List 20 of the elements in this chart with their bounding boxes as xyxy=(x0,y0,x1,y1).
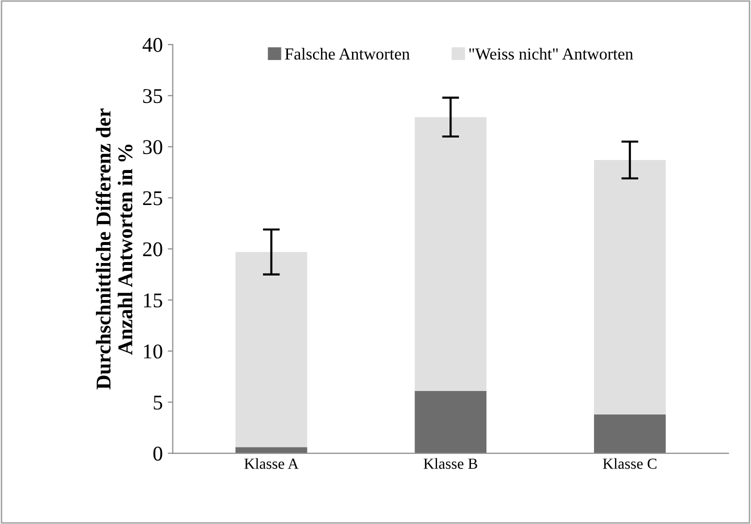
x-tick-label: Klasse A xyxy=(244,458,299,469)
y-tick-label: 30 xyxy=(143,140,162,154)
bar xyxy=(414,390,486,454)
y-tick-label: 15 xyxy=(144,293,162,308)
y-axis-title: Durchschnittliche Differenz der Anzahl Antworten in % xyxy=(96,108,132,390)
bar xyxy=(414,117,486,391)
bar xyxy=(594,160,666,414)
y-tick-label: 10 xyxy=(144,344,162,359)
bar xyxy=(235,252,308,448)
legend-label: "Weiss nicht" Antworten xyxy=(469,48,634,60)
x-tick-label: Klasse C xyxy=(602,458,656,469)
legend-label: Falsche Antworten xyxy=(285,48,410,60)
y-tick-label: 35 xyxy=(143,89,162,104)
y-tick-label: 5 xyxy=(154,396,162,410)
y-tick-label: 20 xyxy=(143,242,162,256)
bar xyxy=(594,414,666,454)
y-tick-label: 40 xyxy=(142,38,162,52)
y-tick-label: 25 xyxy=(143,191,162,206)
x-tick-label: Klasse B xyxy=(424,458,478,469)
y-tick-label: 0 xyxy=(153,446,162,461)
